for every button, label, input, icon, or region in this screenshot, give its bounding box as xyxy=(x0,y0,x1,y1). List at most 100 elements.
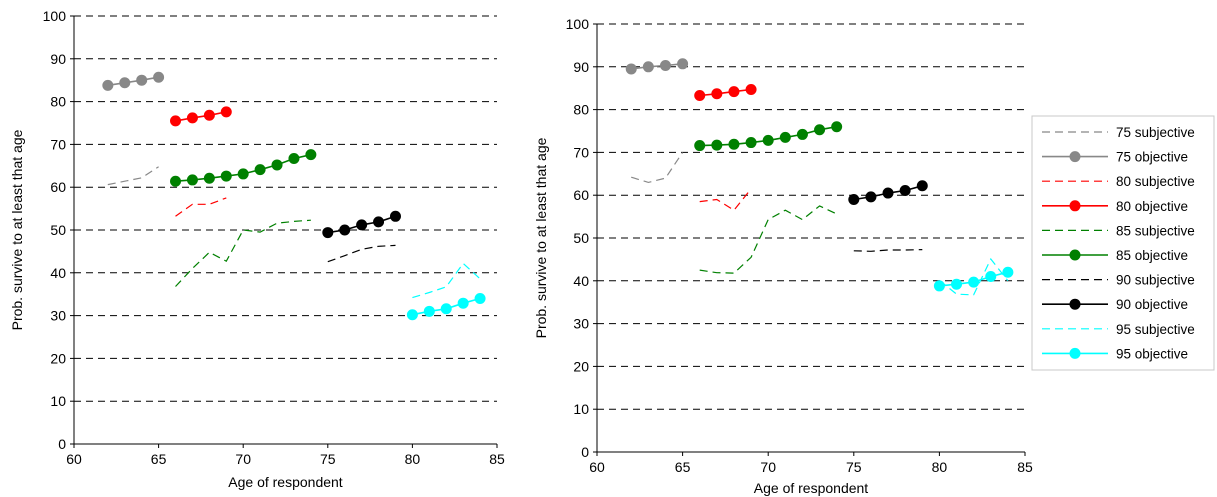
y-tick-label-0: 0 xyxy=(581,444,589,460)
legend-label-95-subjective: 95 subjective xyxy=(1116,322,1195,337)
y-tick-label-30: 30 xyxy=(50,308,66,324)
series-line-80-objective xyxy=(699,88,752,97)
x-tick-label-60: 60 xyxy=(66,451,82,467)
legend-marker-90-objective xyxy=(1069,298,1081,310)
data-point-90-objective-75 xyxy=(322,227,334,239)
data-point-90-objective-79 xyxy=(916,180,928,192)
y-tick-label-90: 90 xyxy=(50,51,66,67)
y-tick-label-10: 10 xyxy=(573,401,589,417)
data-point-80-objective-69 xyxy=(745,83,757,95)
data-point-80-objective-69 xyxy=(220,106,232,118)
data-point-75-objective-62 xyxy=(625,63,637,75)
x-tick-label-60: 60 xyxy=(589,459,605,475)
data-point-85-objective-66 xyxy=(170,175,182,187)
y-tick-label-100: 100 xyxy=(566,16,590,32)
legend-marker-75-objective xyxy=(1069,151,1081,163)
series-line-90-subjective xyxy=(327,244,396,263)
x-tick-label-65: 65 xyxy=(151,451,167,467)
y-tick-label-60: 60 xyxy=(50,179,66,195)
data-point-95-objective-82 xyxy=(440,303,452,315)
y-tick-label-20: 20 xyxy=(573,358,589,374)
y-axis-label: Prob. survive to at least that age xyxy=(9,129,25,330)
data-point-95-objective-80 xyxy=(933,280,945,292)
data-point-95-objective-84 xyxy=(1002,266,1014,278)
data-point-85-objective-68 xyxy=(728,138,740,150)
data-point-85-objective-66 xyxy=(694,140,706,152)
data-point-85-objective-73 xyxy=(288,153,300,165)
data-point-75-objective-65 xyxy=(677,58,689,70)
data-point-85-objective-70 xyxy=(237,168,249,180)
y-tick-label-40: 40 xyxy=(573,273,589,289)
data-point-80-objective-68 xyxy=(203,109,215,121)
series-line-75-subjective xyxy=(631,152,684,184)
y-tick-label-100: 100 xyxy=(43,8,67,24)
data-point-85-objective-70 xyxy=(762,134,774,146)
x-tick-label-70: 70 xyxy=(760,459,776,475)
data-point-90-objective-77 xyxy=(356,219,368,231)
data-point-95-objective-83 xyxy=(985,271,997,283)
legend-label-80-subjective: 80 subjective xyxy=(1116,174,1195,189)
series-line-80-objective xyxy=(175,111,227,122)
data-point-95-objective-84 xyxy=(474,292,486,304)
legend-label-85-subjective: 85 subjective xyxy=(1116,223,1195,238)
x-axis-label: Age of respondent xyxy=(228,474,343,490)
data-point-95-objective-81 xyxy=(423,305,435,317)
data-point-85-objective-69 xyxy=(745,137,757,149)
data-point-90-objective-77 xyxy=(882,187,894,199)
x-tick-label-85: 85 xyxy=(489,451,505,467)
series-line-85-subjective xyxy=(175,219,311,287)
data-point-85-objective-73 xyxy=(814,124,826,136)
legend-label-75-subjective: 75 subjective xyxy=(1116,125,1195,140)
chart-panel-right: 0 10 20 30 40 50 60 70 80 90 100 60 65 70 75 80 85 Age of… xyxy=(533,16,1033,496)
data-point-85-objective-72 xyxy=(796,128,808,140)
legend-label-90-subjective: 90 subjective xyxy=(1116,273,1195,288)
data-point-75-objective-62 xyxy=(102,79,114,91)
data-point-95-objective-82 xyxy=(968,276,980,288)
data-point-75-objective-64 xyxy=(136,74,148,86)
data-point-95-objective-81 xyxy=(951,278,963,290)
legend-box xyxy=(1031,115,1215,371)
y-tick-label-70: 70 xyxy=(50,136,66,152)
data-point-75-objective-63 xyxy=(119,77,131,89)
x-tick-label-85: 85 xyxy=(1017,459,1033,475)
y-tick-label-40: 40 xyxy=(50,265,66,281)
chart-panel-left: 0 10 20 30 40 50 60 70 80 90 100 60 65 70 75 80 85 Age of… xyxy=(9,8,505,490)
y-tick-label-30: 30 xyxy=(573,316,589,332)
legend: 75 subjective 75 objective 80 subjective 80… xyxy=(1031,115,1215,371)
series-line-95-subjective xyxy=(939,257,1009,296)
legend-label-90-objective: 90 objective xyxy=(1116,297,1188,312)
y-tick-label-70: 70 xyxy=(573,144,589,160)
data-point-75-objective-64 xyxy=(659,60,671,72)
legend-marker-80-objective xyxy=(1069,200,1081,212)
y-tick-label-90: 90 xyxy=(573,59,589,75)
legend-label-85-objective: 85 objective xyxy=(1116,248,1188,263)
data-point-80-objective-66 xyxy=(694,89,706,101)
x-axis-label: Age of respondent xyxy=(754,480,869,496)
data-point-95-objective-83 xyxy=(457,297,469,309)
series-line-75-subjective xyxy=(107,166,159,186)
series-line-85-subjective xyxy=(699,205,837,274)
data-point-80-objective-67 xyxy=(186,112,198,124)
data-point-80-objective-68 xyxy=(728,86,740,98)
legend-label-75-objective: 75 objective xyxy=(1116,150,1188,165)
y-tick-label-50: 50 xyxy=(573,230,589,246)
series-line-75-objective xyxy=(631,63,683,70)
series-line-75-objective xyxy=(107,76,159,87)
y-tick-label-80: 80 xyxy=(573,102,589,118)
x-tick-label-80: 80 xyxy=(932,459,948,475)
data-point-85-objective-74 xyxy=(305,149,317,161)
series-line-95-subjective xyxy=(412,262,481,299)
y-axis-label: Prob. survive to at least that age xyxy=(533,137,549,338)
data-point-80-objective-67 xyxy=(711,88,723,100)
data-point-90-objective-76 xyxy=(865,191,877,203)
data-point-90-objective-78 xyxy=(373,216,385,228)
y-tick-label-50: 50 xyxy=(50,222,66,238)
x-tick-label-75: 75 xyxy=(846,459,862,475)
data-point-90-objective-79 xyxy=(389,210,401,222)
data-point-85-objective-72 xyxy=(271,159,283,171)
legend-marker-95-objective xyxy=(1069,347,1081,359)
series-line-90-subjective xyxy=(853,249,923,252)
x-tick-label-75: 75 xyxy=(320,451,336,467)
